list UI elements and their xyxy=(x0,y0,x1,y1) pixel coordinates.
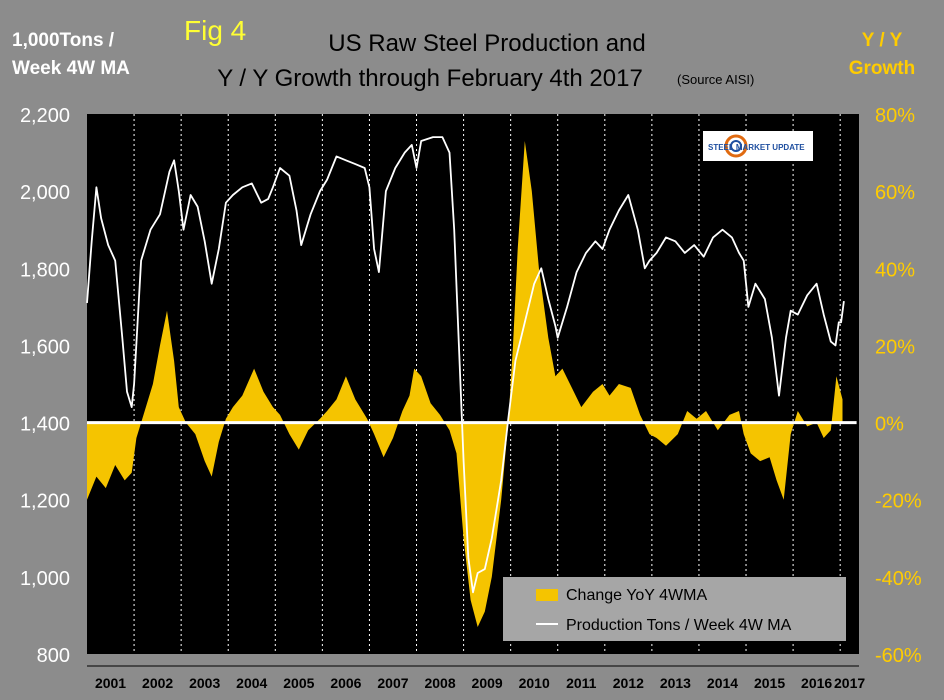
right-tick-label: 20% xyxy=(875,336,915,358)
x-tick-label: 2017 xyxy=(834,675,865,691)
left-tick-label: 1,800 xyxy=(20,259,70,281)
x-tick-label: 2003 xyxy=(189,675,220,691)
left-tick-label: 1,000 xyxy=(20,568,70,590)
left-tick-label: 2,200 xyxy=(20,105,70,127)
legend: Change YoY 4WMA Production Tons / Week 4… xyxy=(503,577,846,641)
left-axis-label-line1: 1,000Tons / xyxy=(12,30,115,51)
legend-swatch-area xyxy=(536,589,558,601)
chart-title-line2: Y / Y Growth through February 4th 2017 xyxy=(217,65,643,92)
right-tick-label: 60% xyxy=(875,182,915,204)
right-tick-label: -60% xyxy=(875,645,922,667)
x-tick-label: 2005 xyxy=(283,675,314,691)
left-axis-ticks: 800 1,000 1,200 1,400 1,600 1,800 2,000 2,200 xyxy=(20,105,70,667)
left-axis-label-line2: Week 4W MA xyxy=(12,58,130,79)
x-tick-label: 2012 xyxy=(613,675,644,691)
right-axis-ticks: -60% -40% -20% 0% 20% 40% 60% 80% xyxy=(875,105,922,667)
left-tick-label: 1,400 xyxy=(20,414,70,436)
yoy-area-series xyxy=(87,141,843,627)
x-tick-label: 2010 xyxy=(519,675,550,691)
right-tick-label: 80% xyxy=(875,105,915,127)
x-tick-label: 2001 xyxy=(95,675,126,691)
legend-entry-yoy: Change YoY 4WMA xyxy=(566,587,707,604)
x-tick-label: 2008 xyxy=(424,675,455,691)
legend-entry-production: Production Tons / Week 4W MA xyxy=(566,617,792,634)
x-tick-label: 2009 xyxy=(472,675,503,691)
fig-label: Fig 4 xyxy=(184,15,246,46)
production-line-series xyxy=(86,136,857,594)
left-tick-label: 800 xyxy=(37,645,70,667)
right-tick-label: 0% xyxy=(875,414,904,436)
left-tick-label: 1,600 xyxy=(20,336,70,358)
right-tick-label: -40% xyxy=(875,568,922,590)
x-tick-label: 2006 xyxy=(330,675,361,691)
logo-text: STEEL MARKET UPDATE xyxy=(708,143,805,152)
production-line xyxy=(86,136,845,594)
source-note: (Source AISI) xyxy=(677,72,754,87)
left-tick-label: 1,200 xyxy=(20,491,70,513)
x-tick-label: 2004 xyxy=(236,675,267,691)
x-axis-ticks: 2001 2002 2003 2004 2005 2006 2007 2008 2009 2010… xyxy=(87,665,865,691)
right-axis-label-line2: Growth xyxy=(849,58,916,79)
x-tick-label: 2016 xyxy=(801,675,832,691)
x-tick-label: 2007 xyxy=(377,675,408,691)
chart-title-line1: US Raw Steel Production and xyxy=(328,30,646,57)
x-tick-label: 2015 xyxy=(754,675,785,691)
right-tick-label: 40% xyxy=(875,259,915,281)
legend-box xyxy=(503,577,846,641)
right-axis-label-line1: Y / Y xyxy=(862,30,903,51)
x-tick-label: 2013 xyxy=(660,675,691,691)
yoy-change-area xyxy=(87,141,843,627)
x-tick-label: 2011 xyxy=(566,675,597,691)
steel-market-update-logo: STEEL MARKET UPDATE xyxy=(703,131,813,161)
x-tick-label: 2002 xyxy=(142,675,173,691)
left-tick-label: 2,000 xyxy=(20,182,70,204)
right-tick-label: -20% xyxy=(875,491,922,513)
x-tick-label: 2014 xyxy=(707,675,738,691)
